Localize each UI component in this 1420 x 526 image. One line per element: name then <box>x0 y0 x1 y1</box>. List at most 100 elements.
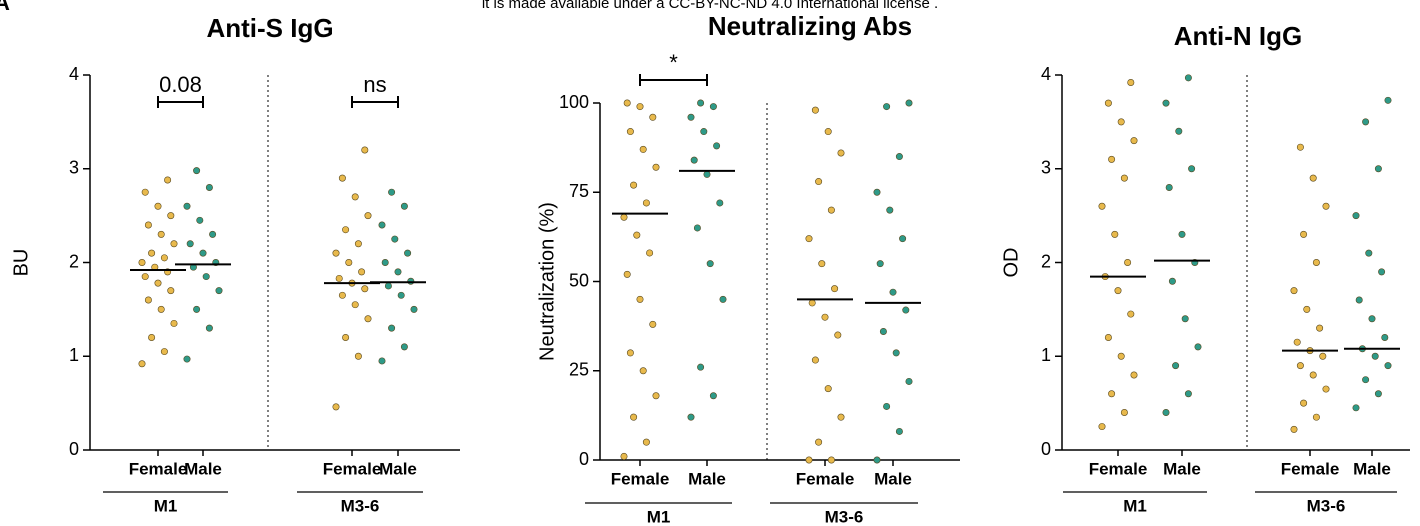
data-point <box>649 320 657 328</box>
data-point <box>1300 230 1308 238</box>
data-point <box>338 174 346 182</box>
data-point <box>633 231 641 239</box>
data-point <box>335 274 343 282</box>
data-point <box>157 305 165 313</box>
data-point <box>824 385 832 393</box>
data-point <box>1355 296 1363 304</box>
data-point <box>164 176 172 184</box>
data-point <box>148 333 156 341</box>
data-point <box>354 352 362 360</box>
data-point <box>700 128 708 136</box>
data-point <box>338 291 346 299</box>
x-tick-label: Female <box>323 459 382 478</box>
data-point <box>1312 258 1320 266</box>
panel-label: A <box>0 0 10 15</box>
y-tick-label: 100 <box>559 92 589 112</box>
data-point <box>1165 184 1173 192</box>
data-point <box>148 249 156 257</box>
data-point <box>205 324 213 332</box>
data-point <box>141 188 149 196</box>
y-axis-label: BU <box>10 249 32 277</box>
data-point <box>351 301 359 309</box>
data-point <box>1293 338 1301 346</box>
data-point <box>879 327 887 335</box>
data-point <box>837 413 845 421</box>
data-point <box>1108 390 1116 398</box>
chart-title: Anti-S IgG <box>206 13 333 43</box>
x-tick-label: Male <box>874 469 912 488</box>
y-tick-label: 25 <box>569 360 589 380</box>
x-tick-label: Male <box>1353 459 1391 478</box>
data-point <box>141 273 149 281</box>
significance-bracket <box>351 96 399 108</box>
data-point <box>824 128 832 136</box>
data-point <box>167 287 175 295</box>
data-point <box>834 331 842 339</box>
y-tick-label: 0 <box>579 449 589 469</box>
data-point <box>1352 404 1360 412</box>
x-tick-label: Female <box>1089 459 1148 478</box>
y-tick-label: 2 <box>1041 251 1051 271</box>
group-label: M1 <box>154 496 178 515</box>
data-point <box>623 99 631 107</box>
data-point <box>1162 408 1170 416</box>
data-point <box>154 202 162 210</box>
data-point <box>1194 343 1202 351</box>
x-tick-label: Female <box>129 459 188 478</box>
data-point <box>170 319 178 327</box>
data-point <box>690 156 698 164</box>
data-point <box>364 315 372 323</box>
y-tick-label: 50 <box>569 270 589 290</box>
data-point <box>1130 371 1138 379</box>
data-point <box>345 258 353 266</box>
data-point <box>397 291 405 299</box>
x-tick-label: Male <box>688 469 726 488</box>
data-point <box>332 403 340 411</box>
data-point <box>1120 408 1128 416</box>
data-point <box>1108 155 1116 163</box>
data-point <box>138 258 146 266</box>
data-point <box>1127 79 1135 87</box>
data-point <box>1290 287 1298 295</box>
significance-bracket <box>639 74 708 86</box>
data-point <box>639 367 647 375</box>
y-tick-label: 4 <box>69 64 79 84</box>
data-point <box>202 273 210 281</box>
data-point <box>1104 99 1112 107</box>
data-point <box>646 249 654 257</box>
data-point <box>1114 287 1122 295</box>
data-point <box>626 128 634 136</box>
x-tick-label: Male <box>1163 459 1201 478</box>
data-point <box>873 456 881 464</box>
data-point <box>1290 425 1298 433</box>
group-label: M3-6 <box>341 496 380 515</box>
data-point <box>138 360 146 368</box>
data-point <box>183 355 191 363</box>
y-tick-label: 0 <box>69 439 79 459</box>
data-point <box>157 230 165 238</box>
data-point <box>167 212 175 220</box>
data-point <box>821 313 829 321</box>
header-text: it is made available under a CC-BY-NC-ND… <box>482 0 938 12</box>
data-point <box>905 377 913 385</box>
data-point <box>1300 399 1308 407</box>
data-point <box>719 295 727 303</box>
data-point <box>905 99 913 107</box>
data-point <box>1322 385 1330 393</box>
data-point <box>818 260 826 268</box>
data-point <box>623 270 631 278</box>
data-point <box>1296 143 1304 151</box>
x-tick-label: Female <box>796 469 855 488</box>
data-point <box>205 184 213 192</box>
data-point <box>892 349 900 357</box>
data-point <box>358 268 366 276</box>
data-point <box>805 235 813 243</box>
data-point <box>895 153 903 161</box>
chart-title: Anti-N IgG <box>1174 21 1303 51</box>
data-point <box>709 103 717 111</box>
data-point <box>1303 305 1311 313</box>
data-point <box>636 295 644 303</box>
data-point <box>1184 390 1192 398</box>
data-point <box>889 288 897 296</box>
data-point <box>388 188 396 196</box>
